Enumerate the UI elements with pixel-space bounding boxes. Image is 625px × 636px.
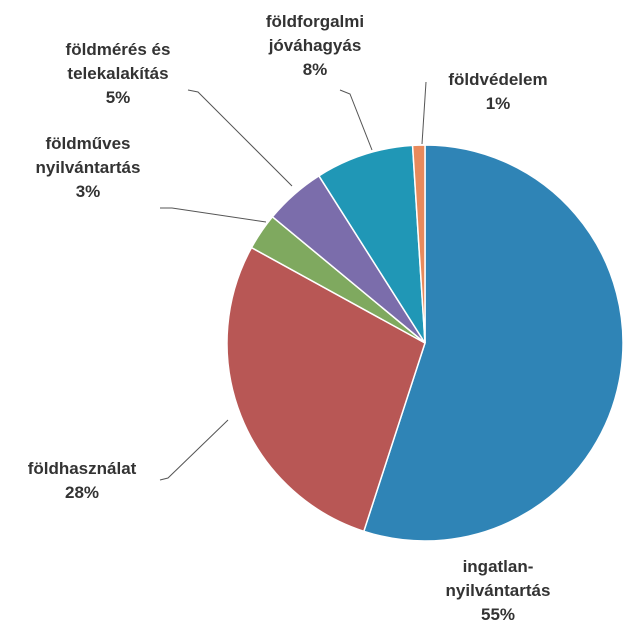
slice-label: földvédelem 1% xyxy=(428,68,568,116)
slice-label: ingatlan-nyilvántartás 55% xyxy=(423,555,573,627)
category-name: földhasználat xyxy=(27,459,137,478)
pie-slice xyxy=(317,144,426,344)
leader-line xyxy=(421,81,427,145)
pie-slice xyxy=(362,144,624,542)
leader-line xyxy=(160,207,267,223)
leader-line xyxy=(159,419,229,481)
category-name: földműves nyilvántartás xyxy=(35,134,141,177)
category-name: földmérés és telekalakítás xyxy=(65,40,171,83)
slice-label: földforgalmi jóváhagyás 8% xyxy=(235,10,395,82)
slice-label: földhasználat 28% xyxy=(2,457,162,505)
category-name: földforgalmi jóváhagyás xyxy=(265,12,365,55)
value-label: 28% xyxy=(64,483,100,502)
leader-line xyxy=(187,89,293,187)
leader-line xyxy=(339,89,373,151)
pie-slice xyxy=(411,144,426,344)
value-label: 3% xyxy=(75,182,101,201)
slice-label: földmérés és telekalakítás 5% xyxy=(33,38,203,110)
pie-slice xyxy=(226,246,426,533)
value-label: 8% xyxy=(302,60,328,79)
slice-label: földműves nyilvántartás 3% xyxy=(3,132,173,204)
value-label: 55% xyxy=(480,605,516,624)
category-name: ingatlan-nyilvántartás xyxy=(445,557,551,600)
value-label: 5% xyxy=(105,88,131,107)
value-label: 1% xyxy=(485,94,511,113)
category-name: földvédelem xyxy=(448,70,548,89)
